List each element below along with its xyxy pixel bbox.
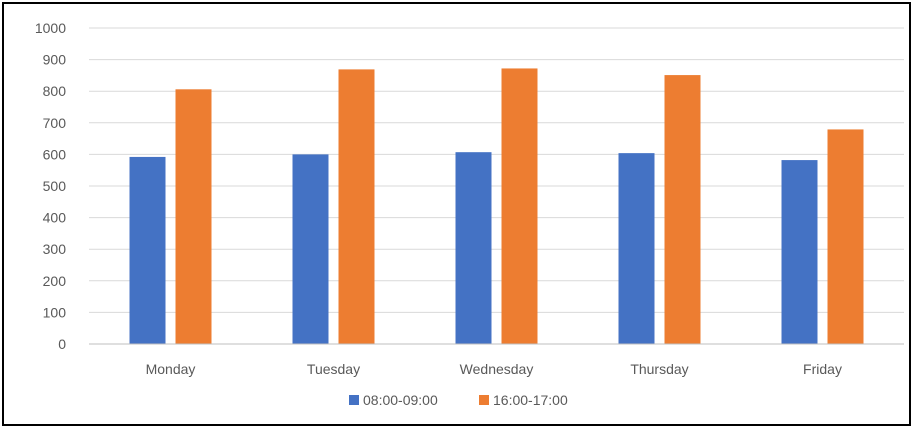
bar [781,160,818,344]
x-tick-label: Thursday [630,361,688,377]
legend-swatch [479,395,489,405]
y-tick-label: 500 [43,178,67,194]
bar [501,68,538,344]
chart-frame: 0 100 200 300 400 500 600 700 800 900 1000 Monday Tu… [2,2,911,426]
bar [618,153,655,344]
y-tick-label: 100 [43,304,67,320]
y-tick-label: 800 [43,83,67,99]
y-tick-label: 400 [43,210,67,226]
bar [175,89,212,344]
bar [664,75,701,345]
y-tick-label: 1000 [35,20,66,36]
legend: 08:00-09:00 16:00-17:00 [349,392,568,408]
x-tick-label: Friday [803,361,842,377]
bar [338,69,375,345]
bar [827,129,864,344]
bar [129,156,166,344]
gridlines [89,27,904,313]
legend-swatch [349,395,359,405]
y-tick-label: 700 [43,115,67,131]
legend-label: 16:00-17:00 [493,392,568,408]
y-tick-label: 0 [58,336,66,352]
bars [129,68,864,345]
y-tick-label: 600 [43,146,67,162]
y-tick-label: 300 [43,241,67,257]
x-tick-label: Wednesday [460,361,534,377]
legend-label: 08:00-09:00 [363,392,438,408]
y-tick-label: 200 [43,273,67,289]
bar [292,154,329,344]
bar [455,152,492,344]
x-tick-label: Monday [146,361,196,377]
axes: 0 100 200 300 400 500 600 700 800 900 1000 Monday Tu… [35,20,904,377]
bar-chart: 0 100 200 300 400 500 600 700 800 900 1000 Monday Tu… [35,20,904,408]
x-tick-label: Tuesday [307,361,360,377]
y-tick-label: 900 [43,52,67,68]
